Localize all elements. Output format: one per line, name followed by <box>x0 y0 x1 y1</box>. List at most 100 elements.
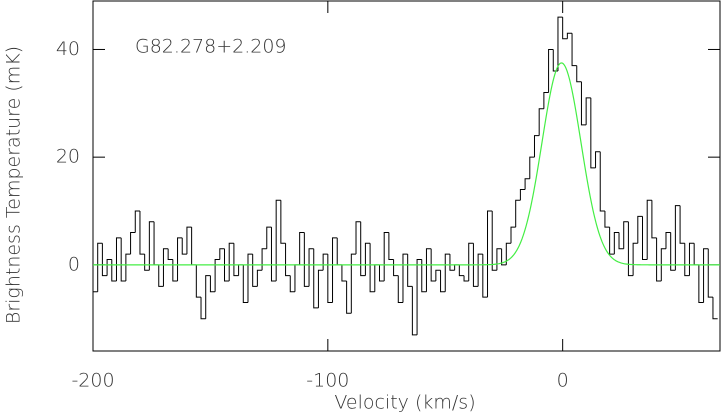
spectrum-channel <box>632 242 638 276</box>
spectrum-channel <box>350 253 357 314</box>
spectrum-channel <box>125 253 131 281</box>
spectrum-channel <box>209 275 216 293</box>
spectrum-channel <box>364 242 371 276</box>
spectrum-channel <box>158 264 164 287</box>
spectrum-channel <box>130 232 136 255</box>
spectrum-channel <box>242 264 248 304</box>
spectrum-channel <box>510 226 516 244</box>
spectrum-channel <box>590 97 596 169</box>
spectrum-channel <box>313 248 319 309</box>
spectrum-channel <box>177 237 183 281</box>
spectrum-channel <box>533 135 540 158</box>
spectrum-channel <box>548 48 554 93</box>
spectrum-channel <box>472 243 479 287</box>
spectrum-channel <box>411 286 418 336</box>
spectrum-channel <box>651 200 657 239</box>
spectrum-channel <box>346 281 352 314</box>
gaussian-fit <box>93 62 720 266</box>
spectrum-channel <box>703 248 709 303</box>
spectrum-channel <box>205 275 211 319</box>
spectrum-channel <box>397 275 403 304</box>
spectrum-channel <box>172 259 178 282</box>
spectrum-channel <box>665 232 671 249</box>
spectrum-channel <box>421 259 427 293</box>
spectrum-channel <box>299 232 305 265</box>
y-tick-label: 40 <box>56 38 80 60</box>
spectrum-channel <box>97 242 103 292</box>
spectrum-channel <box>674 205 681 271</box>
spectrum-channel <box>482 254 488 298</box>
spectrum-channel <box>294 264 300 292</box>
spectrum-channel <box>256 269 263 287</box>
spectrum-channel <box>289 275 295 293</box>
spectrum-channel <box>214 258 220 292</box>
y-tick-label: 20 <box>56 146 80 168</box>
spectrum-channel <box>712 297 718 320</box>
spectrum-channel <box>115 237 122 281</box>
spectrum-channel <box>407 254 413 287</box>
x-tick-label: -100 <box>306 370 349 392</box>
spectrum-channel <box>670 232 676 271</box>
spectrum-channel <box>120 237 126 282</box>
annotation: G82.278+2.209 <box>135 36 287 58</box>
x-tick-label: 0 <box>557 370 569 392</box>
spectrum-channel <box>425 248 432 292</box>
spectrum-channel <box>134 210 140 233</box>
spectrum-channel <box>139 211 145 255</box>
spectrum-channel <box>308 248 314 287</box>
spectrum-channel <box>458 264 465 277</box>
spectrum-channel <box>642 216 648 260</box>
spectrum-channel <box>153 221 159 266</box>
spectrum-channel <box>538 108 544 136</box>
spectrum-channel <box>440 270 446 293</box>
spectrum-channel <box>571 33 577 67</box>
x-tick-label: -200 <box>71 370 114 392</box>
spectrum-channel <box>181 237 187 255</box>
spectrum-channel <box>501 248 507 266</box>
spectrum-channel <box>430 248 436 282</box>
spectrum-channel <box>317 269 324 308</box>
spectrum-channel <box>679 205 685 244</box>
spectrum-channel <box>144 254 150 271</box>
spectrum-channel <box>101 243 108 277</box>
spectrum-channel <box>566 32 573 39</box>
spectrum-channel <box>496 248 502 271</box>
spectrum-channel <box>543 92 549 109</box>
spectrum-channel <box>646 199 652 260</box>
spectrum-channel <box>374 264 380 292</box>
spectrum-channel <box>454 264 460 271</box>
spectrum-channel <box>266 226 272 249</box>
spectrum-channel <box>336 237 342 266</box>
spectrum-channel <box>487 210 493 298</box>
spectrum-channel <box>435 269 441 281</box>
spectrum-channel <box>369 243 375 293</box>
spectrum-channel <box>477 253 483 287</box>
spectrum-channel <box>529 156 535 179</box>
spectrum-channel <box>656 237 662 282</box>
spectrum-channel <box>684 243 690 277</box>
spectrum-channel <box>693 243 699 266</box>
spectrum-channel <box>327 254 333 304</box>
spectrum-channel <box>270 227 277 282</box>
spectrum-channel <box>341 264 347 282</box>
spectrum-channel <box>162 248 169 287</box>
x-axis-label: Velocity (km/s) <box>334 392 475 414</box>
spectrum-channel <box>580 81 587 126</box>
spectrum-channel <box>233 243 239 277</box>
spectrum-channel <box>613 232 620 255</box>
spectrum-channel <box>576 65 582 83</box>
spectrum-channel <box>637 215 643 244</box>
spectrum-channel <box>491 211 497 271</box>
spectrum-channel <box>247 253 253 303</box>
spectrum-channel <box>688 242 695 276</box>
spectrum-channel <box>618 232 624 250</box>
spectrum-channel <box>383 232 389 281</box>
spectrum-channel <box>303 232 310 287</box>
spectrum-channel <box>322 253 328 271</box>
spectrum-channel <box>148 221 155 271</box>
spectrum-channel <box>111 259 117 282</box>
spectrum-channel <box>604 211 610 228</box>
spectrum-channel <box>444 253 450 292</box>
